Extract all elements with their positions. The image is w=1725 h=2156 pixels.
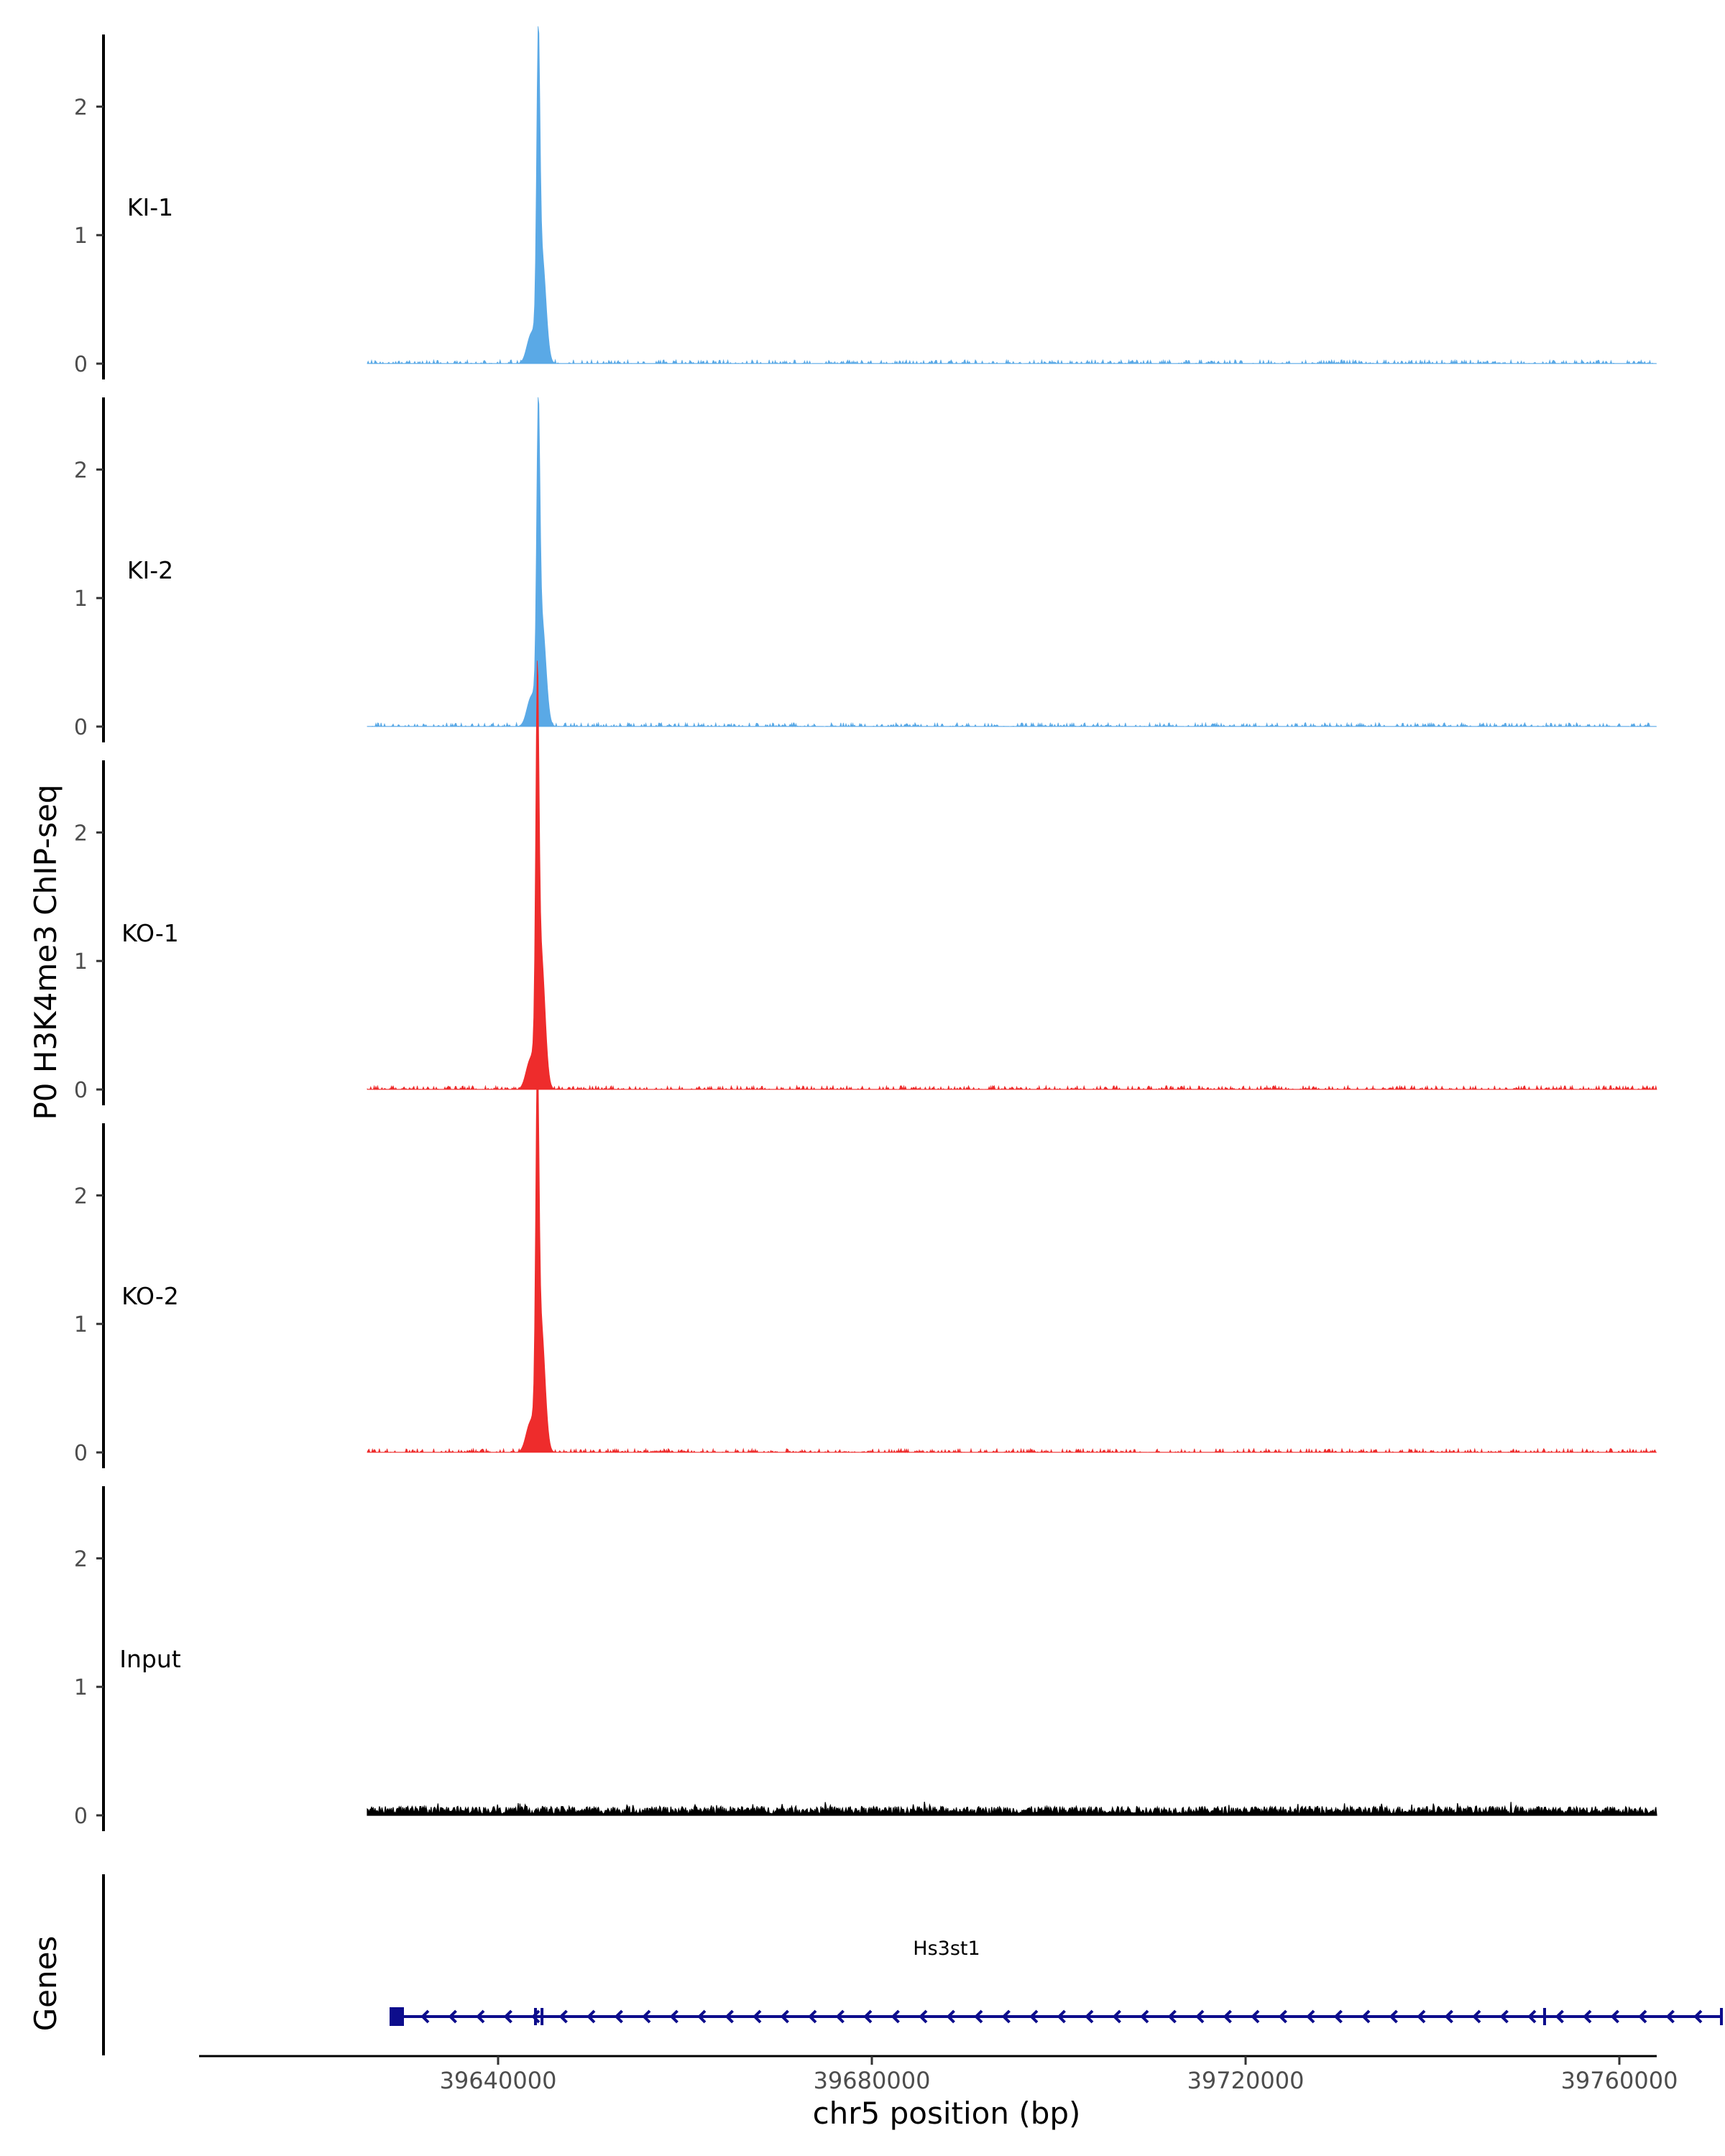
y-tick-label: 2 <box>74 458 88 483</box>
strand-arrow <box>1527 2009 1537 2024</box>
tracks-panel: 0 1 2 KI-1 0 1 2 KI-2 0 1 2 KO-1 0 1 2 KO-2 0 1 2 Input <box>74 26 1657 1831</box>
y-tick-label: 2 <box>74 821 88 846</box>
strand-arrow <box>1638 2009 1647 2024</box>
gene-name-label: Hs3st1 <box>913 1938 980 1960</box>
y-tick-label: 0 <box>74 715 88 740</box>
gene-exon <box>534 2008 537 2025</box>
strand-arrow <box>753 2009 762 2024</box>
y-tick-label: 1 <box>74 1675 88 1700</box>
strand-arrow <box>1665 2009 1675 2024</box>
track-label: KI-2 <box>127 556 173 584</box>
x-tick-label: 39640000 <box>440 2067 557 2094</box>
y-tick-label: 2 <box>74 1184 88 1209</box>
strand-arrow <box>780 2009 789 2024</box>
x-axis: 39640000 39680000 39720000 39760000 chr5 po… <box>199 2055 1678 2131</box>
y-tick-label: 0 <box>74 1804 88 1829</box>
track-input: 0 1 2 Input <box>74 1486 1657 1831</box>
strand-arrow <box>919 2009 928 2024</box>
strand-arrow <box>642 2009 651 2024</box>
strand-arrow <box>531 2009 540 2024</box>
track-ko-2: 0 1 2 KO-2 <box>74 1048 1657 1468</box>
y-tick-label: 0 <box>74 1078 88 1103</box>
y-tick-label: 0 <box>74 1441 88 1466</box>
strand-arrow <box>476 2009 485 2024</box>
y-tick-label: 1 <box>74 586 88 612</box>
strand-arrow <box>1140 2009 1149 2024</box>
strand-arrow <box>1444 2009 1453 2024</box>
strand-arrow <box>1278 2009 1287 2024</box>
gene-model <box>390 2007 1723 2026</box>
strand-arrow <box>1610 2009 1619 2024</box>
strand-arrow <box>835 2009 845 2024</box>
strand-arrow <box>1333 2009 1343 2024</box>
signal-area <box>367 26 1657 365</box>
strand-arrow <box>1499 2009 1509 2024</box>
x-axis-title: chr5 position (bp) <box>813 2096 1081 2131</box>
x-tick-label: 39760000 <box>1561 2067 1678 2094</box>
track-label: Input <box>119 1645 181 1673</box>
strand-arrow <box>697 2009 707 2024</box>
track-ki-1: 0 1 2 KI-1 <box>74 26 1657 379</box>
strand-arrow <box>1223 2009 1232 2024</box>
strand-arrow <box>1195 2009 1205 2024</box>
y-tick-label: 1 <box>74 1312 88 1337</box>
track-label: KI-1 <box>127 193 173 221</box>
y-axis-title: P0 H3K4me3 ChIP-seq <box>28 784 63 1120</box>
x-tick-label: 39680000 <box>814 2067 931 2094</box>
track-ki-2: 0 1 2 KI-2 <box>74 397 1657 742</box>
strand-arrow <box>1085 2009 1094 2024</box>
strand-arrow <box>724 2009 734 2024</box>
y-tick-label: 1 <box>74 224 88 249</box>
gene-exon <box>1720 2008 1723 2025</box>
track-label: KO-2 <box>121 1282 179 1310</box>
strand-arrow <box>946 2009 955 2024</box>
signal-area <box>367 660 1657 1091</box>
strand-arrow <box>669 2009 678 2024</box>
strand-arrow <box>1029 2009 1039 2024</box>
strand-arrow <box>1251 2009 1260 2024</box>
strand-arrow <box>1417 2009 1426 2024</box>
y-tick-label: 1 <box>74 949 88 975</box>
strand-arrow <box>1057 2009 1066 2024</box>
strand-arrow <box>1583 2009 1592 2024</box>
genes-panel: Genes Hs3st1 <box>28 1874 1723 2055</box>
strand-arrow <box>1555 2009 1564 2024</box>
y-tick-label: 2 <box>74 95 88 120</box>
strand-arrow <box>614 2009 623 2024</box>
strand-arrow <box>558 2009 568 2024</box>
gene-exon <box>390 2007 404 2026</box>
strand-arrow <box>1361 2009 1371 2024</box>
strand-arrow <box>863 2009 873 2024</box>
track-ko-1: 0 1 2 KO-1 <box>74 660 1657 1105</box>
strand-arrow <box>420 2009 430 2024</box>
strand-arrow <box>1306 2009 1315 2024</box>
strand-arrow <box>503 2009 512 2024</box>
gene-exon <box>540 2008 544 2025</box>
strand-arrow <box>808 2009 817 2024</box>
strand-arrow <box>586 2009 596 2024</box>
strand-arrow <box>974 2009 983 2024</box>
strand-arrow <box>1472 2009 1481 2024</box>
signal-area <box>367 1802 1657 1816</box>
strand-arrow <box>1001 2009 1011 2024</box>
gene-exon <box>1543 2008 1546 2025</box>
strand-arrow <box>1693 2009 1703 2024</box>
signal-area <box>367 397 1657 728</box>
strand-arrow <box>448 2009 457 2024</box>
x-tick-label: 39720000 <box>1187 2067 1305 2094</box>
strand-arrow <box>1389 2009 1398 2024</box>
track-label: KO-1 <box>121 919 179 947</box>
strand-arrow <box>1167 2009 1177 2024</box>
strand-arrow <box>891 2009 900 2024</box>
strand-arrow <box>1112 2009 1121 2024</box>
y-tick-label: 0 <box>74 352 88 377</box>
y-tick-label: 2 <box>74 1547 88 1572</box>
genes-axis-title: Genes <box>28 1936 63 2032</box>
signal-area <box>367 1048 1657 1454</box>
